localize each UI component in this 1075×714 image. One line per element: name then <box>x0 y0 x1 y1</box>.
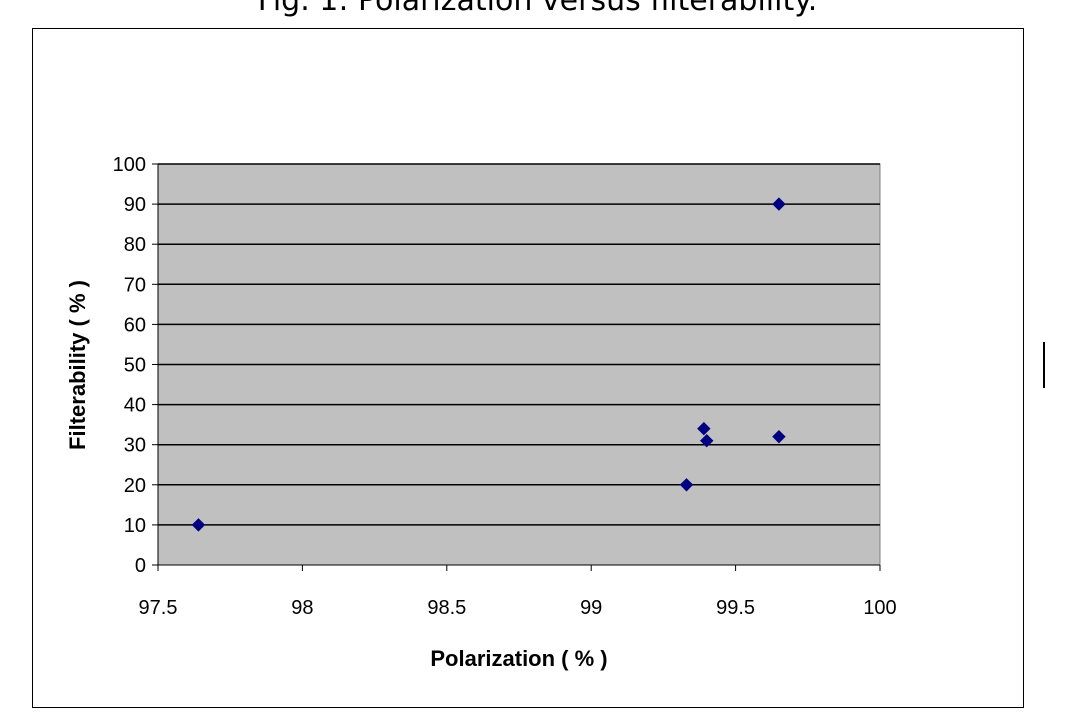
x-tick-label: 98.5 <box>427 597 466 619</box>
x-axis-title: Polarization ( % ) <box>430 646 607 671</box>
data-point-0-0 <box>191 518 206 532</box>
y-axis-ticks: 0 10 20 30 40 50 60 70 80 90 100 <box>113 154 158 577</box>
data-point-0-3 <box>700 433 714 448</box>
y-tick-label: 20 <box>124 475 146 497</box>
y-tick-label: 10 <box>124 515 146 537</box>
data-points <box>191 197 786 532</box>
data-point-0-5 <box>772 197 786 211</box>
y-tick-label: 30 <box>124 435 146 457</box>
figure-title: Fig. 1: Polarization versus filterabilit… <box>257 0 818 18</box>
y-tick-label: 60 <box>124 314 146 336</box>
y-tick-label: 80 <box>124 234 146 256</box>
x-tick-label: 99.5 <box>716 597 755 619</box>
data-point-0-2 <box>697 421 711 436</box>
data-point-0-1 <box>679 478 694 492</box>
text-cursor-bar <box>1043 342 1045 388</box>
x-tick-label: 97.5 <box>139 597 178 619</box>
chart-frame <box>32 28 1024 708</box>
gridlines <box>158 163 880 526</box>
x-tick-label: 99 <box>580 597 602 619</box>
y-tick-label: 70 <box>124 274 146 296</box>
y-tick-label: 100 <box>113 154 146 176</box>
y-axis-title: Filterability ( % ) <box>65 280 90 450</box>
x-tick-label: 98 <box>291 597 313 619</box>
y-tick-label: 90 <box>124 194 146 216</box>
y-tick-label: 0 <box>135 555 146 577</box>
y-tick-label: 40 <box>124 395 146 417</box>
y-tick-label: 50 <box>124 355 146 377</box>
x-axis-ticks: 97.5 98 98.5 99 99.5 100 <box>139 565 897 619</box>
data-point-0-4 <box>772 429 786 444</box>
x-tick-label: 100 <box>863 597 896 619</box>
